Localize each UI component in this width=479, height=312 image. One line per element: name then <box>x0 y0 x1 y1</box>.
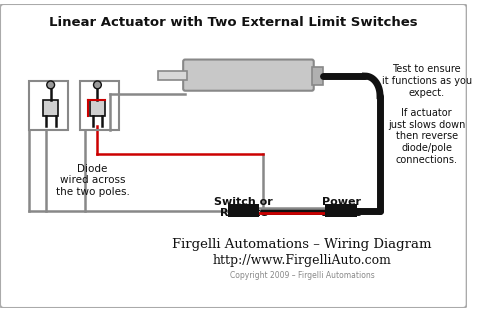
Text: Firgelli Automations – Wiring Diagram: Firgelli Automations – Wiring Diagram <box>172 238 432 251</box>
Bar <box>312 67 323 85</box>
Bar <box>228 204 259 217</box>
FancyBboxPatch shape <box>0 4 467 308</box>
Bar <box>158 71 187 80</box>
Bar <box>325 204 356 217</box>
Text: Linear Actuator with Two External Limit Switches: Linear Actuator with Two External Limit … <box>48 16 417 29</box>
Text: Switch or
Remote: Switch or Remote <box>214 197 273 218</box>
Text: Test to ensure
it functions as you
expect.: Test to ensure it functions as you expec… <box>382 64 472 98</box>
Circle shape <box>93 81 102 89</box>
Text: If actuator
just slows down
then reverse
diode/pole
connections.: If actuator just slows down then reverse… <box>388 108 466 165</box>
Circle shape <box>47 81 55 89</box>
Bar <box>80 81 119 130</box>
Text: Copyright 2009 – Firgelli Automations: Copyright 2009 – Firgelli Automations <box>229 271 375 280</box>
Bar <box>29 81 68 130</box>
Text: Power
12VDC: Power 12VDC <box>320 197 362 218</box>
Text: Diode
wired across
the two poles.: Diode wired across the two poles. <box>56 164 129 197</box>
Text: http://www.FirgelliAuto.com: http://www.FirgelliAuto.com <box>213 254 391 267</box>
Bar <box>43 100 58 116</box>
Bar <box>90 100 105 116</box>
FancyBboxPatch shape <box>183 60 314 91</box>
